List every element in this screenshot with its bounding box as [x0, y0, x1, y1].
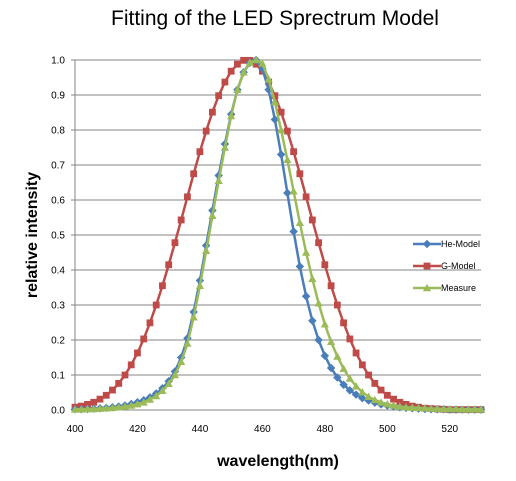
data-point-g-model	[359, 361, 366, 368]
legend-item-measure: Measure	[413, 283, 476, 293]
legend-label-he-model: He-Model	[441, 239, 480, 249]
data-point-g-model	[172, 239, 179, 246]
data-point-g-model	[190, 170, 197, 177]
data-point-g-model	[122, 372, 129, 379]
legend-marker-g-model	[424, 263, 431, 270]
x-tick-label: 400	[67, 424, 84, 435]
data-point-measure	[283, 156, 291, 163]
data-point-g-model	[234, 61, 241, 68]
x-tick-label: 420	[129, 424, 146, 435]
data-point-g-model	[353, 350, 360, 357]
legend-label-g-model: G-Model	[441, 261, 476, 271]
data-point-g-model	[222, 79, 229, 86]
y-tick-label: 0.2	[51, 336, 65, 347]
data-point-measure	[308, 275, 316, 282]
data-point-g-model	[209, 109, 216, 116]
data-point-g-model	[309, 217, 316, 224]
y-axis-label: relative intensity	[24, 172, 41, 298]
chart-title: Fitting of the LED Sprectrum Model	[111, 7, 439, 30]
x-tick-label: 460	[254, 424, 271, 435]
x-tick-label: 480	[317, 424, 334, 435]
data-point-g-model	[140, 336, 147, 343]
data-point-g-model	[153, 302, 160, 309]
data-point-measure	[333, 352, 341, 359]
legend: He-Model G-Model Measure	[413, 239, 480, 293]
data-point-he-model	[308, 317, 317, 326]
data-point-g-model	[328, 282, 335, 289]
data-point-he-model	[302, 292, 311, 301]
legend-label-measure: Measure	[441, 283, 476, 293]
y-tick-labels: 0.0 0.1 0.2 0.3 0.4 0.5 0.6 0.7 0.8 0.9 1.0	[51, 56, 65, 417]
y-tick-label: 0.0	[51, 406, 65, 417]
data-point-g-model	[334, 302, 341, 309]
data-point-g-model	[365, 372, 372, 379]
data-point-g-model	[184, 193, 191, 200]
data-point-g-model	[115, 380, 122, 387]
data-point-g-model	[197, 148, 204, 155]
y-tick-label: 0.4	[51, 266, 65, 277]
data-point-he-model	[321, 352, 330, 361]
data-point-g-model	[147, 319, 154, 326]
data-point-g-model	[303, 193, 310, 200]
y-tick-label: 0.5	[51, 231, 65, 242]
y-tick-label: 0.1	[51, 371, 65, 382]
data-point-he-model	[289, 227, 298, 236]
y-tick-label: 1.0	[51, 56, 65, 67]
y-tick-label: 0.9	[51, 91, 65, 102]
legend-marker-he-model	[423, 240, 432, 249]
legend-item-he-model: He-Model	[413, 239, 480, 249]
data-point-g-model	[290, 148, 297, 155]
x-axis-label: wavelength(nm)	[216, 453, 339, 470]
data-point-measure	[190, 313, 198, 320]
data-point-he-model	[314, 336, 323, 345]
data-point-g-model	[165, 261, 172, 268]
data-point-g-model	[384, 392, 391, 399]
data-point-g-model	[103, 392, 110, 399]
data-point-measure	[327, 338, 335, 345]
data-point-g-model	[178, 217, 185, 224]
y-tick-label: 0.8	[51, 126, 65, 137]
x-tick-labels: 400 420 440 460 480 500 520	[67, 424, 459, 435]
data-point-g-model	[315, 239, 322, 246]
data-point-he-model	[296, 262, 305, 271]
data-point-g-model	[296, 170, 303, 177]
y-tick-label: 0.7	[51, 161, 65, 172]
data-point-g-model	[371, 380, 378, 387]
data-point-measure	[315, 299, 323, 306]
data-point-he-model	[277, 150, 286, 159]
data-point-g-model	[378, 387, 385, 394]
data-point-g-model	[340, 319, 347, 326]
data-point-g-model	[321, 261, 328, 268]
data-point-measure	[290, 187, 298, 194]
data-point-measure	[302, 248, 310, 255]
data-point-he-model	[283, 189, 292, 198]
x-tick-label: 520	[441, 424, 458, 435]
x-tick-label: 500	[379, 424, 396, 435]
data-point-g-model	[346, 336, 353, 343]
y-tick-label: 0.3	[51, 301, 65, 312]
data-point-g-model	[159, 282, 166, 289]
data-point-g-model	[215, 92, 222, 99]
y-tick-label: 0.6	[51, 196, 65, 207]
data-point-g-model	[203, 128, 210, 135]
data-point-measure	[321, 320, 329, 327]
data-point-g-model	[134, 350, 141, 357]
data-point-measure	[202, 247, 210, 254]
data-point-measure	[215, 177, 223, 184]
data-point-measure	[196, 282, 204, 289]
data-point-g-model	[228, 68, 235, 75]
x-tick-label: 440	[192, 424, 209, 435]
data-point-g-model	[284, 128, 291, 135]
data-point-g-model	[97, 396, 104, 403]
data-point-g-model	[128, 361, 135, 368]
data-point-measure	[208, 212, 216, 219]
data-point-g-model	[109, 387, 116, 394]
data-point-measure	[296, 219, 304, 226]
